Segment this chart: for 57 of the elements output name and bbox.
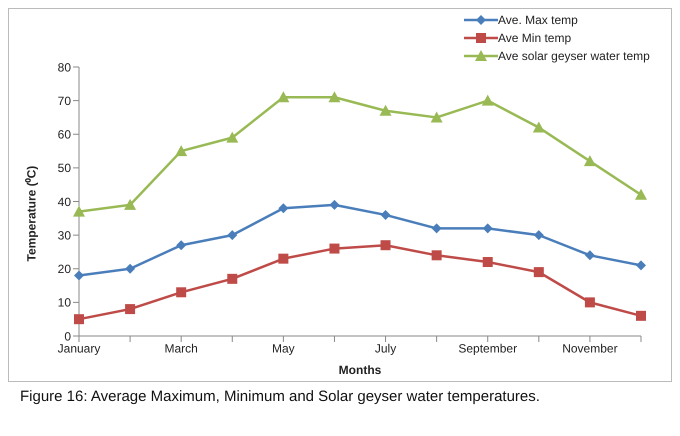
x-tick-label: March [164,342,198,356]
y-tick-label: 30 [58,228,72,242]
point [74,270,84,280]
legend-label: Ave. Max temp [498,13,578,27]
point [584,155,596,166]
y-tick-label: 70 [58,94,72,108]
point [584,250,595,260]
x-tick-label: November [562,342,618,356]
point [278,203,288,214]
point [482,94,494,106]
point [482,223,493,234]
y-axis-title: Temperature (⁰C) [24,166,38,262]
point [636,260,646,270]
point [532,122,545,133]
point [380,210,391,220]
y-tick-label: 10 [58,296,72,310]
point [175,145,188,156]
y-tick-label: 20 [58,262,72,276]
point [278,254,288,264]
x-tick-label: May [272,342,295,356]
x-axis-title: Months [338,363,382,377]
point [73,206,85,217]
point [534,267,544,278]
point [380,240,391,250]
y-tick-label: 40 [58,194,72,209]
legend-label: Ave Min temp [498,31,572,45]
point [635,188,647,200]
legend-label: Ave solar geyser water temp [498,49,650,63]
point [227,274,238,284]
point [329,200,340,210]
point [584,297,595,308]
point [227,230,238,240]
point [226,132,238,143]
point [329,244,340,254]
point [125,264,136,274]
point [277,91,290,102]
y-tick-label: 60 [58,128,72,142]
point [636,310,646,321]
caption: Figure 16: Average Maximum, Minimum and Solar geyser water temperatures. [19,388,541,405]
point [176,240,186,250]
point [124,198,136,210]
y-tick-label: 50 [58,161,72,176]
point [432,223,442,234]
point [125,304,136,314]
point [74,314,84,324]
point [534,230,544,240]
point [176,287,186,298]
point [380,104,392,116]
point [432,250,442,260]
x-tick-label: September [458,342,518,356]
x-tick-label: July [374,342,396,356]
x-tick-label: January [58,342,100,356]
point [482,257,493,268]
point [430,111,443,122]
y-tick-label: 0 [64,329,72,344]
point [328,91,340,102]
y-tick-label: 80 [58,60,72,74]
